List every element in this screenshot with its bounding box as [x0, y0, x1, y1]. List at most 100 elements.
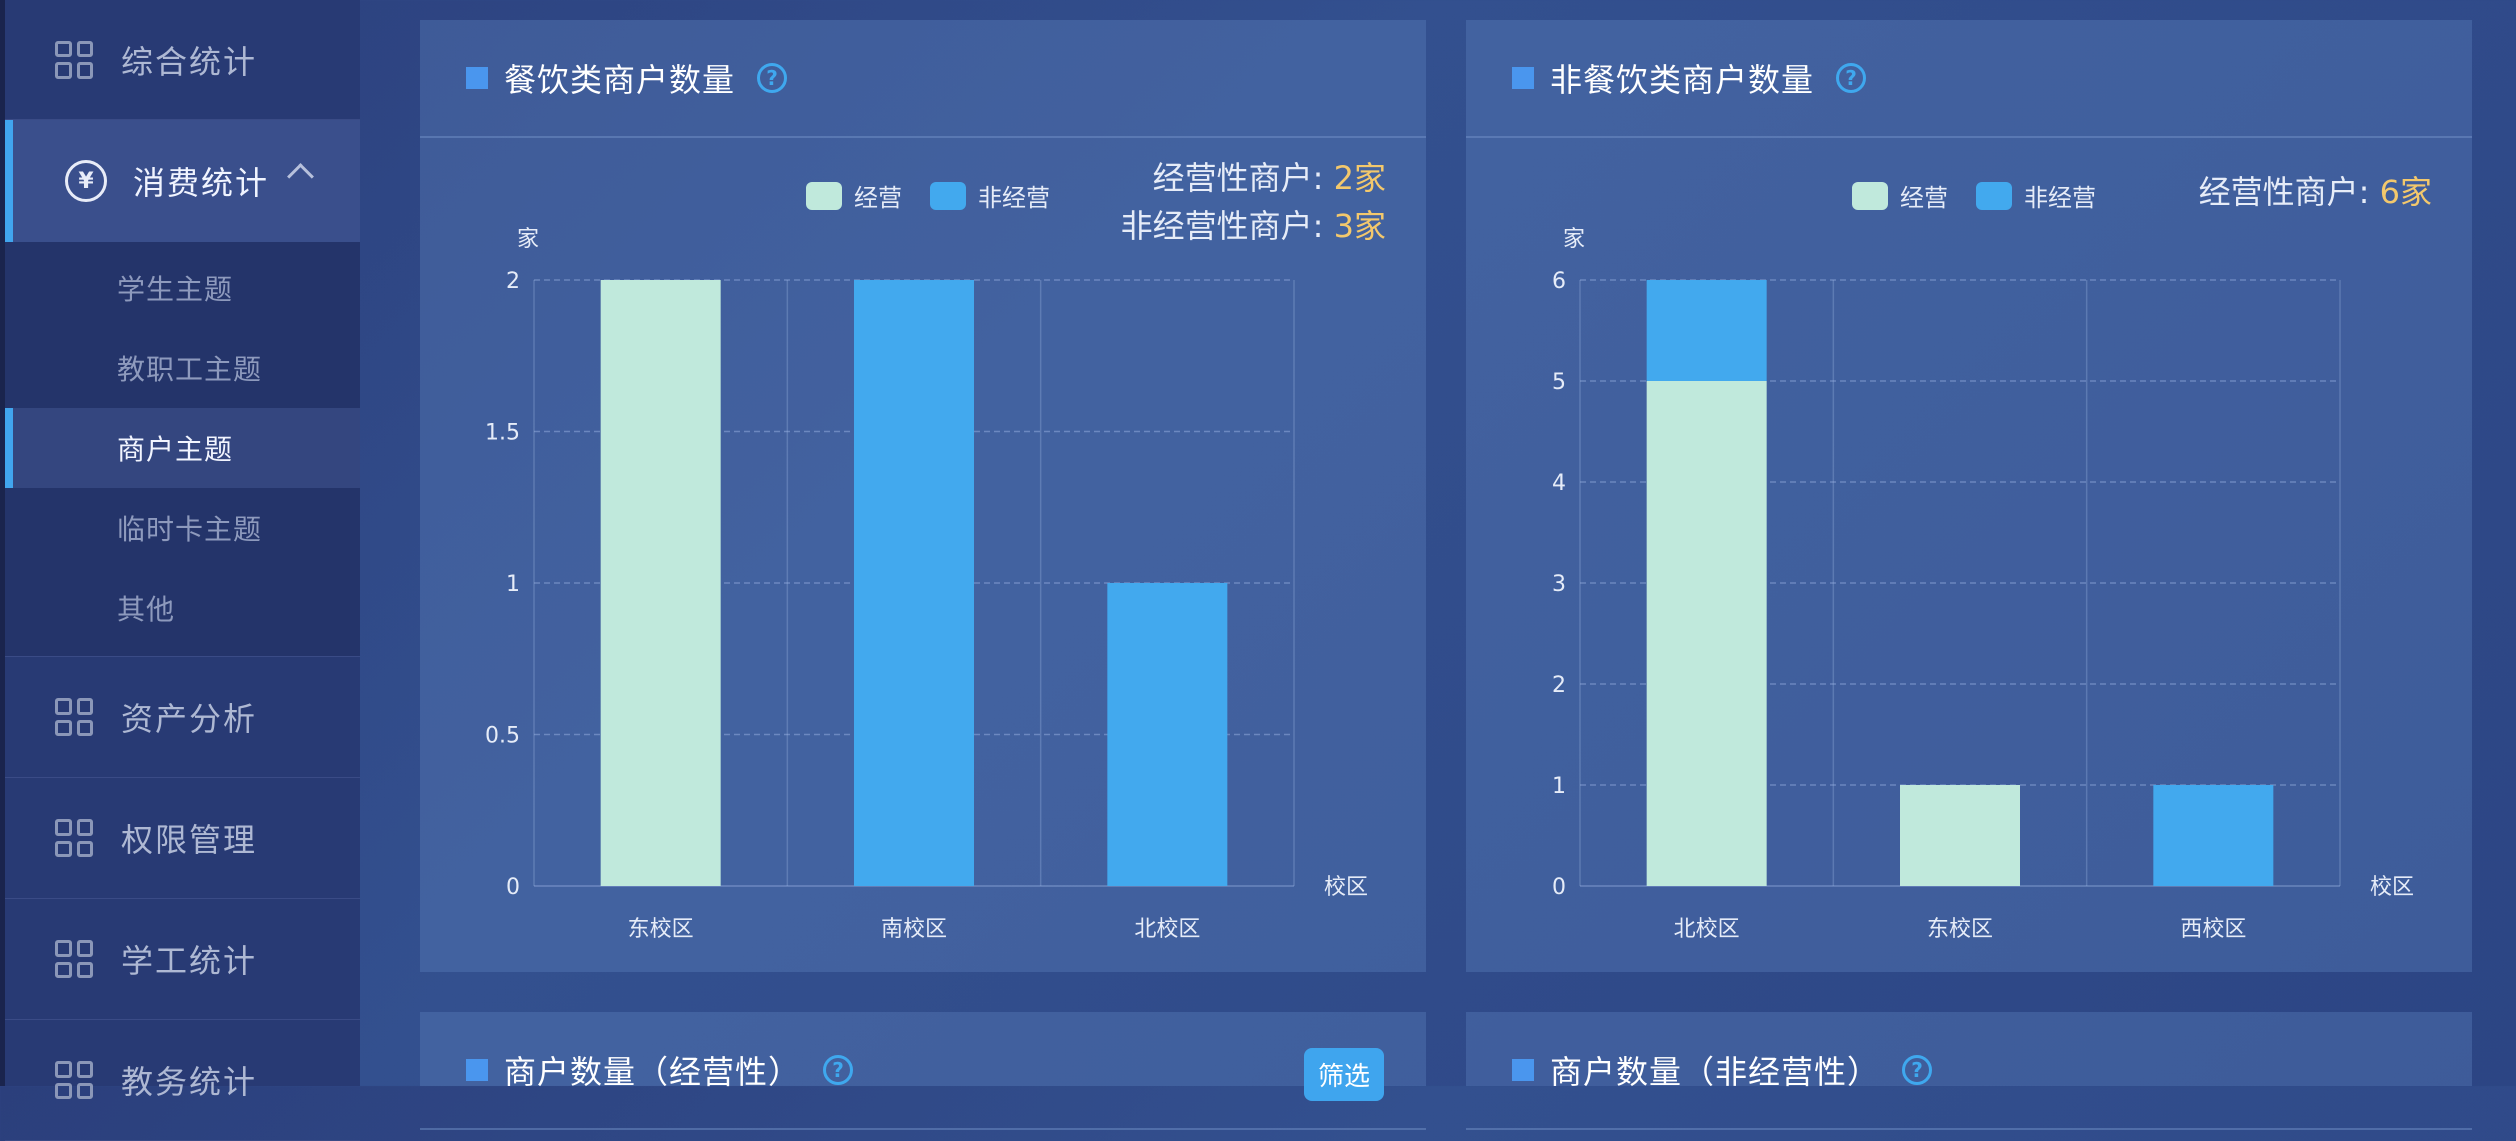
- y-tick-label: 2: [1552, 673, 1566, 698]
- bar: [1900, 785, 2020, 886]
- summary-value: 3家: [1333, 207, 1386, 245]
- x-axis-label: 校区: [1324, 875, 1368, 900]
- grid-icon: [55, 819, 93, 857]
- y-axis-label: 家: [1563, 227, 1585, 252]
- grid-icon: [55, 1061, 93, 1099]
- nav-item-academic[interactable]: 教务统计: [5, 1020, 360, 1141]
- summary-operating: 经营性商户: 6家: [2199, 168, 2432, 216]
- panel-title: 商户数量（非经营性）: [1550, 1053, 1881, 1091]
- help-icon[interactable]: ?: [823, 1055, 854, 1085]
- legend-label: 经营: [1900, 184, 1948, 212]
- filter-button[interactable]: 筛选: [1303, 1048, 1384, 1101]
- panel-title: 非餐饮类商户数量: [1550, 61, 1815, 99]
- nav-item-label: 资产分析: [121, 700, 258, 738]
- submenu-item-merchant[interactable]: 商户主题: [5, 408, 360, 488]
- bar: [2153, 785, 2274, 886]
- legend-swatch: [1976, 181, 2012, 210]
- summary-label: 经营性商户:: [1152, 159, 1334, 197]
- y-tick-label: 1.5: [485, 421, 520, 446]
- submenu-item-student[interactable]: 学生主题: [117, 273, 234, 306]
- summary: 经营性商户: 6家: [2199, 168, 2432, 216]
- panel-operating-merchant-count: 商户数量（经营性） ? 筛选: [420, 1012, 1426, 1130]
- nav-item-label: 教务统计: [121, 1063, 258, 1101]
- y-tick-label: 1: [506, 572, 520, 597]
- nav-item-assets[interactable]: 资产分析: [5, 657, 360, 778]
- nav-item-label: 权限管理: [121, 821, 258, 859]
- x-tick-label: 东校区: [1927, 917, 1993, 942]
- chart-legend: 经营 非经营: [806, 178, 1078, 213]
- nav-item-student-affairs[interactable]: 学工统计: [5, 899, 360, 1020]
- panel-title: 商户数量（经营性）: [504, 1053, 802, 1091]
- panel-header: 商户数量（非经营性） ?: [1466, 1012, 2472, 1130]
- nav-item-permissions[interactable]: 权限管理: [5, 778, 360, 899]
- sidebar: 综合统计 ¥ 消费统计 学生主题 教职工主题 商户主题 临时卡主题 其他 资产分…: [0, 0, 360, 1141]
- panel-non-operating-merchant-count: 商户数量（非经营性） ?: [1466, 1012, 2472, 1130]
- y-tick-label: 4: [1552, 471, 1566, 496]
- legend-label: 非经营: [978, 184, 1050, 212]
- y-tick-label: 2: [506, 269, 520, 294]
- grid-icon: [55, 40, 93, 79]
- legend-swatch: [930, 181, 966, 210]
- x-tick-label: 南校区: [881, 917, 947, 942]
- legend-label: 经营: [854, 184, 902, 212]
- legend-swatch: [1852, 181, 1888, 210]
- help-icon[interactable]: ?: [1902, 1055, 1933, 1085]
- y-tick-label: 5: [1552, 370, 1566, 395]
- title-marker: [1512, 67, 1534, 89]
- legend-item-operating[interactable]: 经营: [1852, 178, 1948, 213]
- help-icon[interactable]: ?: [1836, 63, 1867, 93]
- chart-legend: 经营 非经营: [1852, 178, 2124, 213]
- submenu: 学生主题 教职工主题 商户主题 临时卡主题 其他: [5, 242, 360, 657]
- bar: [600, 280, 721, 886]
- y-tick-label: 0.5: [485, 724, 520, 749]
- y-tick-label: 3: [1552, 572, 1566, 597]
- help-icon[interactable]: ?: [757, 63, 788, 93]
- panel-title: 餐饮类商户数量: [504, 61, 736, 99]
- nav-item-label: 综合统计: [121, 42, 258, 81]
- nav-item-label: 学工统计: [121, 942, 258, 980]
- summary-value: 2家: [1333, 159, 1386, 197]
- y-tick-label: 0: [1552, 875, 1566, 900]
- x-tick-label: 北校区: [1134, 917, 1200, 942]
- title-marker: [466, 1059, 488, 1081]
- legend-label: 非经营: [2024, 184, 2096, 212]
- submenu-item-temp-card[interactable]: 临时卡主题: [117, 513, 263, 546]
- legend-item-operating[interactable]: 经营: [806, 178, 902, 213]
- y-tick-label: 1: [1552, 774, 1566, 799]
- bar: [1107, 583, 1228, 886]
- y-axis-label: 家: [517, 227, 539, 252]
- summary-value: 6家: [2379, 173, 2432, 211]
- legend-item-non-operating[interactable]: 非经营: [1976, 178, 2096, 213]
- x-tick-label: 东校区: [628, 917, 694, 942]
- bar: [1646, 280, 1767, 381]
- submenu-item-other[interactable]: 其他: [117, 593, 176, 626]
- summary-label: 经营性商户:: [2198, 173, 2380, 211]
- bar: [1646, 381, 1767, 886]
- grid-icon: [55, 698, 93, 736]
- nav-item-overview[interactable]: 综合统计: [5, 0, 360, 120]
- title-marker: [466, 67, 488, 89]
- summary-non-operating: 非经营性商户: 3家: [1121, 202, 1386, 250]
- x-tick-label: 北校区: [1674, 917, 1740, 942]
- submenu-item-staff[interactable]: 教职工主题: [117, 353, 263, 386]
- panel-header: 餐饮类商户数量 ?: [420, 20, 1426, 138]
- bar: [854, 280, 974, 886]
- x-axis-label: 校区: [2370, 875, 2414, 900]
- title-marker: [1512, 1059, 1534, 1081]
- nav-item-label: 消费统计: [133, 164, 270, 202]
- panel-header: 商户数量（经营性） ?: [420, 1012, 1426, 1130]
- x-tick-label: 西校区: [2180, 917, 2246, 942]
- grid-icon: [55, 940, 93, 978]
- legend-swatch: [806, 181, 842, 210]
- nav-item-consumption[interactable]: ¥ 消费统计: [5, 120, 360, 242]
- panel-non-catering-merchants: 非餐饮类商户数量 ? 经营 非经营 经营性商户: 6家 0 1 2 3 4 5 6 家校区 北校…: [1466, 20, 2472, 972]
- summary-operating: 经营性商户: 2家: [1121, 154, 1386, 202]
- legend-item-non-operating[interactable]: 非经营: [930, 178, 1050, 213]
- yen-icon: ¥: [65, 160, 107, 202]
- chevron-up-icon: [287, 163, 314, 190]
- y-tick-label: 0: [506, 875, 520, 900]
- y-tick-label: 6: [1552, 269, 1566, 294]
